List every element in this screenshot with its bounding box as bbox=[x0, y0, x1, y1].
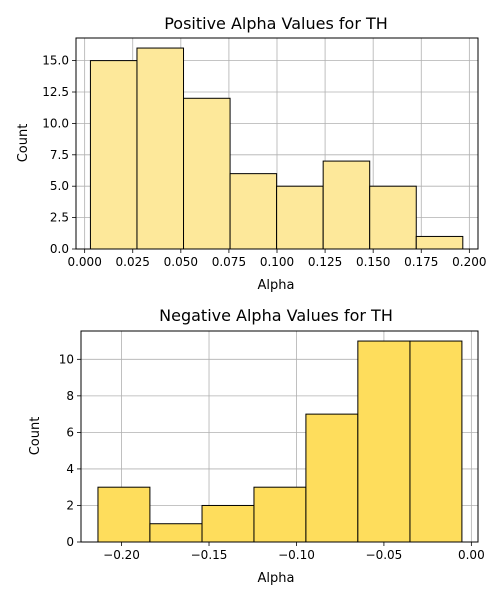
y-tick-label: 10.0 bbox=[42, 116, 69, 130]
y-tick-label: 2 bbox=[66, 498, 74, 512]
x-tick-label: 0.025 bbox=[116, 255, 150, 269]
y-tick-label: 8 bbox=[66, 389, 74, 403]
x-ticks: 0.000 0.025 0.050 0.075 0.100 0.125 0.150 0.175… bbox=[67, 249, 487, 269]
plot-frame bbox=[75, 37, 479, 250]
x-tick-label: 0.150 bbox=[356, 255, 390, 269]
x-tick-label: 0.125 bbox=[308, 255, 342, 269]
y-tick-label: 2.5 bbox=[50, 211, 69, 225]
y-tick-label: 0.0 bbox=[50, 242, 69, 256]
histogram-bar bbox=[229, 173, 278, 250]
bars bbox=[89, 47, 464, 250]
positive-alpha-histogram: Positive Alpha Values for TH Alpha Count… bbox=[16, 14, 487, 293]
histogram-bar bbox=[357, 340, 411, 543]
histogram-bar bbox=[276, 185, 324, 250]
histogram-bar bbox=[369, 185, 417, 250]
x-tick-label: 0.000 bbox=[67, 255, 101, 269]
x-tick-label: 0.00 bbox=[458, 548, 485, 562]
y-tick-label: 10 bbox=[59, 352, 74, 366]
plot-frame bbox=[80, 330, 479, 543]
x-tick-label: −0.20 bbox=[103, 548, 140, 562]
histogram-bar bbox=[89, 60, 138, 250]
x-tick-label: 0.050 bbox=[164, 255, 198, 269]
histogram-bar bbox=[136, 47, 185, 250]
y-ticks: 0.0 2.5 5.0 7.5 10.0 12.5 15.0 bbox=[42, 54, 76, 256]
x-tick-label: 0.075 bbox=[212, 255, 246, 269]
y-tick-label: 5.0 bbox=[50, 179, 69, 193]
histogram-bar bbox=[183, 97, 231, 250]
histogram-bar bbox=[415, 235, 464, 250]
x-axis-label: Alpha bbox=[258, 278, 295, 293]
y-tick-label: 7.5 bbox=[50, 148, 69, 162]
x-tick-label: −0.10 bbox=[278, 548, 315, 562]
negative-alpha-histogram: Negative Alpha Values for TH Alpha Count… bbox=[28, 306, 485, 586]
histogram-bar bbox=[201, 504, 255, 543]
x-tick-label: 0.175 bbox=[404, 255, 438, 269]
y-axis-label: Count bbox=[28, 417, 43, 456]
y-tick-label: 15.0 bbox=[42, 54, 69, 68]
histogram-bar bbox=[305, 413, 359, 543]
y-axis-label: Count bbox=[16, 124, 31, 163]
x-ticks: −0.20 −0.15 −0.10 −0.05 0.00 bbox=[103, 542, 485, 562]
chart-title: Positive Alpha Values for TH bbox=[164, 14, 388, 33]
bars bbox=[97, 340, 463, 543]
histogram-bar bbox=[149, 523, 203, 543]
histogram-bar bbox=[409, 340, 463, 543]
x-tick-label: 0.200 bbox=[452, 255, 486, 269]
histogram-bar bbox=[253, 486, 307, 543]
x-tick-label: 0.100 bbox=[260, 255, 294, 269]
y-tick-label: 0 bbox=[66, 535, 74, 549]
x-tick-label: −0.05 bbox=[366, 548, 403, 562]
y-ticks: 0 2 4 6 8 10 bbox=[59, 352, 81, 549]
histogram-bar bbox=[97, 486, 151, 543]
y-tick-label: 12.5 bbox=[42, 85, 69, 99]
y-tick-label: 4 bbox=[66, 462, 74, 476]
chart-title: Negative Alpha Values for TH bbox=[159, 306, 393, 325]
y-tick-label: 6 bbox=[66, 425, 74, 439]
histogram-bar bbox=[322, 160, 371, 250]
x-axis-label: Alpha bbox=[258, 571, 295, 586]
x-tick-label: −0.15 bbox=[191, 548, 228, 562]
